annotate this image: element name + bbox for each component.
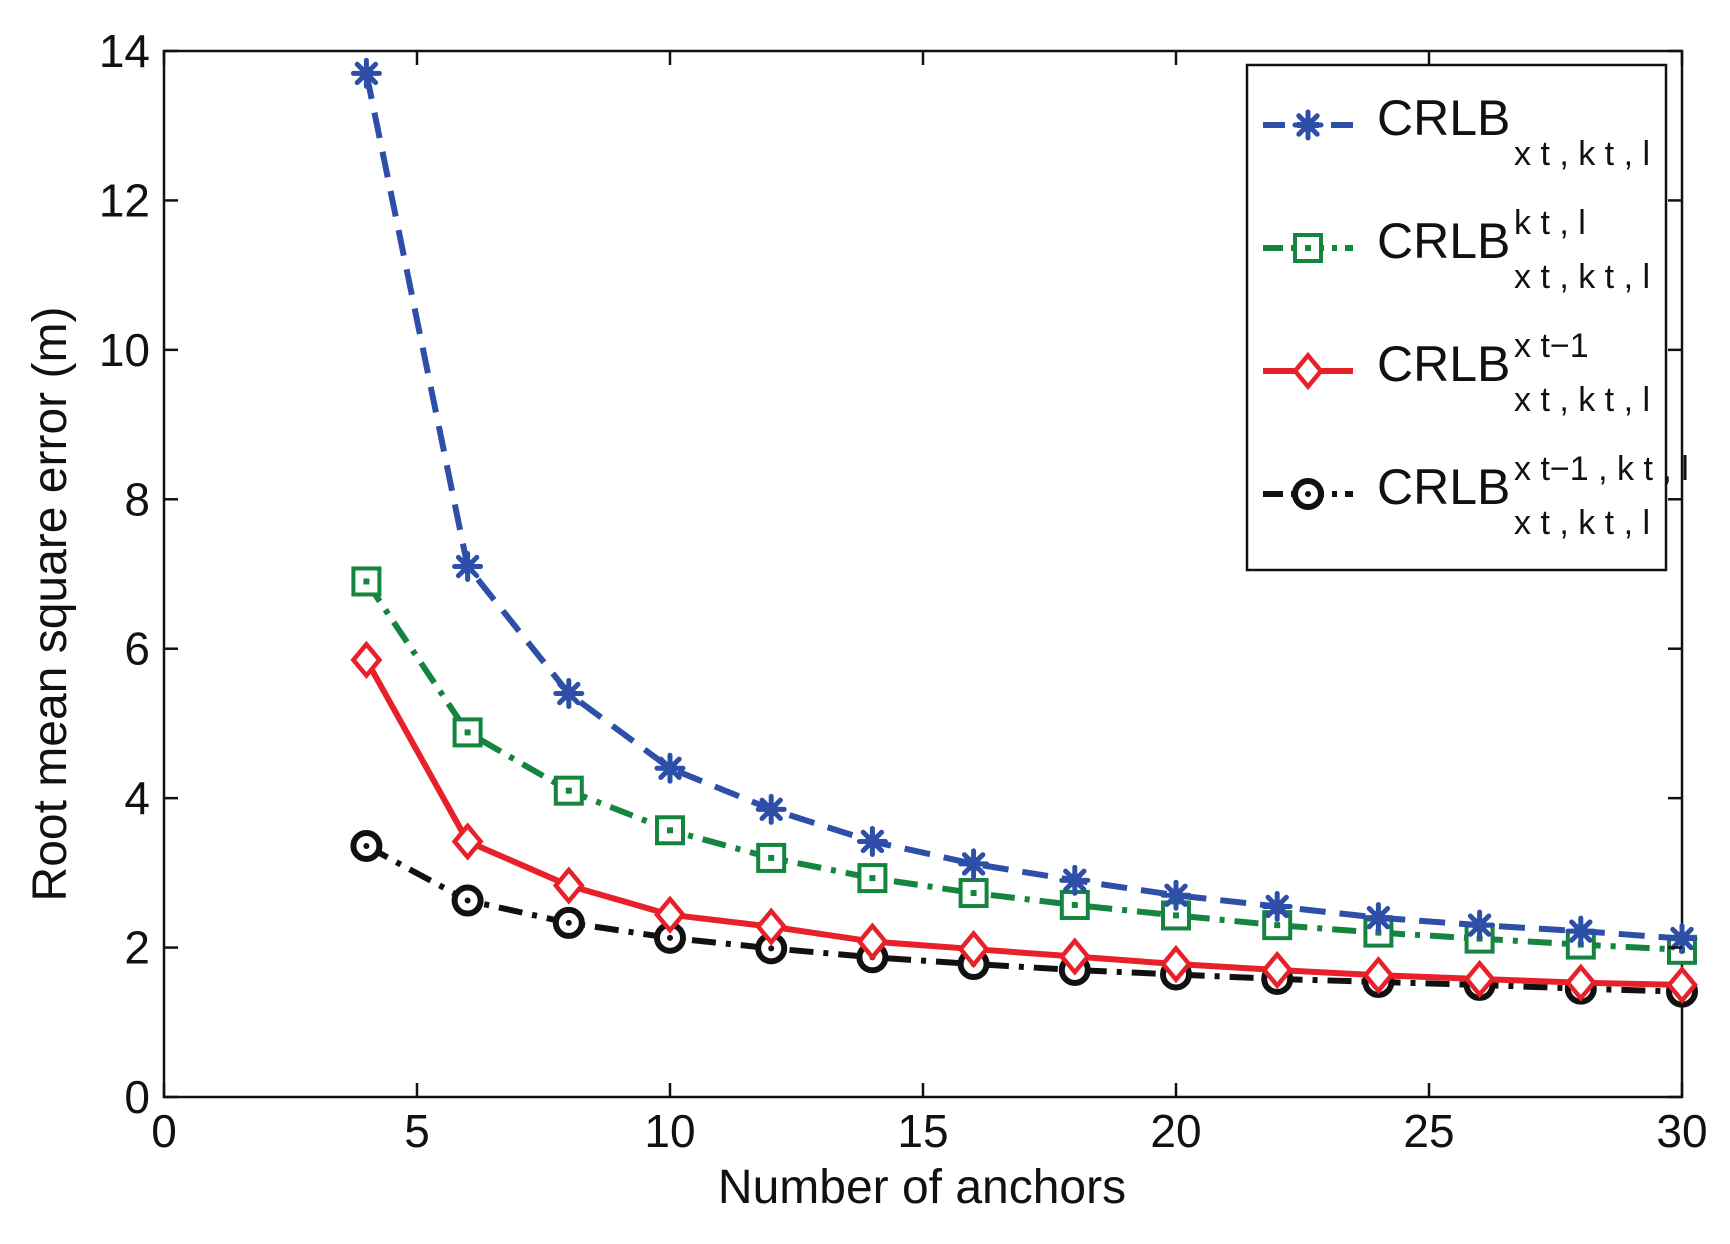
data-point-diamond — [552, 866, 585, 905]
y-axis-label: Root mean square error (m) — [24, 307, 77, 902]
y-tick-label: 2 — [124, 922, 150, 974]
series-line-3 — [363, 658, 1683, 988]
data-point-diamond — [755, 907, 788, 946]
legend-subscript: x t , k t , l — [1514, 381, 1650, 419]
data-point-circle — [1292, 478, 1324, 510]
y-tick-label: 8 — [124, 473, 150, 525]
data-point-circle — [552, 906, 585, 939]
y-tick-label: 10 — [99, 324, 150, 376]
data-point-diamond — [1292, 351, 1324, 391]
x-axis-label: Number of anchors — [718, 1161, 1126, 1214]
legend-label: CRLB — [1377, 459, 1510, 515]
data-point-diamond — [1564, 963, 1597, 1002]
legend-entry-3: CRLB x t−1 x t , k t , l — [1263, 327, 1650, 419]
data-point-square — [1059, 889, 1090, 920]
data-point-asterisk — [1362, 902, 1394, 934]
y-tick-label: 4 — [124, 772, 150, 824]
data-point-square — [553, 775, 584, 806]
y-tick-label: 14 — [99, 25, 150, 77]
data-point-asterisk — [350, 57, 382, 89]
data-point-diamond — [451, 822, 484, 861]
legend-label: CRLB — [1377, 213, 1510, 269]
data-point-asterisk — [1292, 109, 1324, 141]
data-point-diamond — [1058, 937, 1091, 976]
x-tick-label: 30 — [1656, 1105, 1707, 1157]
data-point-diamond — [1666, 965, 1698, 1005]
data-point-square — [1293, 233, 1323, 263]
data-point-square — [756, 842, 787, 873]
data-point-asterisk — [856, 825, 888, 857]
data-point-diamond — [856, 922, 889, 961]
data-point-asterisk — [553, 678, 585, 710]
data-point-asterisk — [452, 551, 484, 583]
data-point-diamond — [654, 895, 686, 934]
legend-superscript: x t−1 — [1514, 327, 1589, 365]
series-3 — [350, 640, 1698, 1005]
data-point-diamond — [350, 640, 383, 680]
legend-subscript: x t , k t , l — [1514, 504, 1650, 542]
data-point-square — [958, 878, 989, 909]
legend-label: CRLB — [1377, 90, 1510, 146]
x-tick-label: 5 — [404, 1105, 430, 1157]
legend-superscript: x t−1 , k t , l — [1514, 450, 1689, 488]
data-point-asterisk — [1565, 915, 1597, 947]
y-tick-label: 6 — [124, 623, 150, 675]
x-tick-label: 20 — [1150, 1105, 1201, 1157]
x-tick-label: 25 — [1403, 1105, 1454, 1157]
data-point-square — [452, 717, 483, 748]
legend-superscript: k t , l — [1514, 204, 1586, 242]
series-layer — [350, 57, 1698, 1008]
data-point-diamond — [1160, 944, 1192, 984]
x-tick-label: 10 — [644, 1105, 695, 1157]
y-tick-label: 0 — [124, 1071, 150, 1123]
data-point-diamond — [957, 929, 990, 969]
legend-subscript: x t , k t , l — [1514, 258, 1650, 296]
series-line-2 — [363, 579, 1683, 953]
data-point-square — [351, 566, 382, 597]
data-point-circle — [350, 829, 383, 862]
data-point-asterisk — [1160, 879, 1192, 911]
data-point-diamond — [1362, 956, 1395, 995]
data-point-asterisk — [1261, 890, 1293, 922]
legend-entry-2: CRLB k t , l x t , k t , l — [1263, 204, 1650, 296]
series-line-1 — [363, 72, 1683, 942]
legend-label: CRLB — [1377, 336, 1510, 392]
data-point-asterisk — [755, 793, 787, 825]
data-point-circle — [451, 884, 484, 917]
data-point-asterisk — [958, 848, 990, 880]
data-point-asterisk — [1059, 864, 1091, 896]
series-1 — [350, 57, 1698, 955]
x-tick-label: 15 — [897, 1105, 948, 1157]
series-line-4 — [364, 843, 1683, 995]
axes-ticks: 0 5 10 15 20 25 30 0 2 4 6 8 10 12 14 — [99, 25, 1708, 1157]
data-point-square — [857, 863, 888, 894]
x-tick-label: 0 — [151, 1105, 177, 1157]
legend-subscript: x t , k t , l — [1514, 135, 1650, 173]
data-point-diamond — [1261, 950, 1294, 990]
data-point-asterisk — [1666, 923, 1698, 955]
data-point-asterisk — [1464, 909, 1496, 941]
data-point-diamond — [1463, 959, 1496, 999]
data-point-asterisk — [654, 752, 686, 784]
data-point-square — [655, 815, 685, 846]
legend-entry-4: CRLB x t−1 , k t , l x t , k t , l — [1263, 450, 1689, 542]
y-tick-label: 12 — [99, 174, 150, 226]
